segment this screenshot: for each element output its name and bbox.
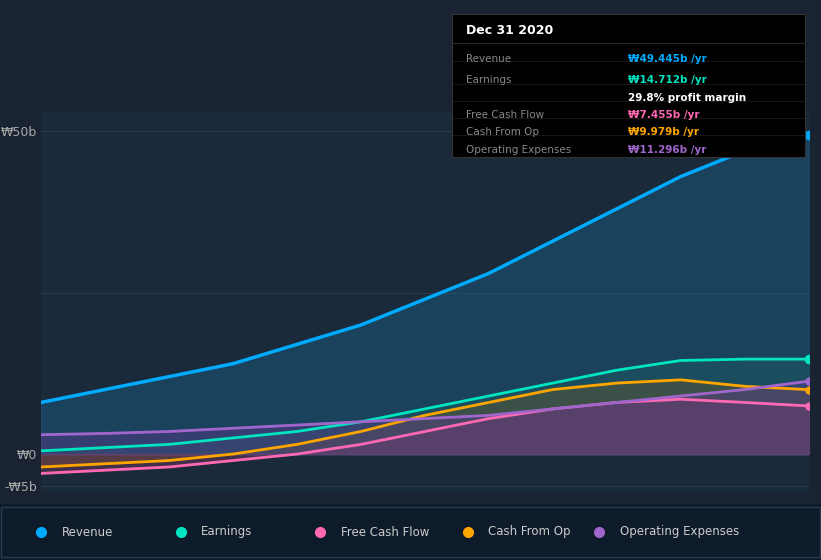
Text: Cash From Op: Cash From Op <box>488 525 571 539</box>
Text: Free Cash Flow: Free Cash Flow <box>341 525 429 539</box>
Text: ₩9.979b /yr: ₩9.979b /yr <box>628 127 699 137</box>
Text: 29.8% profit margin: 29.8% profit margin <box>628 92 746 102</box>
Text: Revenue: Revenue <box>62 525 113 539</box>
Text: ₩49.445b /yr: ₩49.445b /yr <box>628 54 707 64</box>
Text: Dec 31 2020: Dec 31 2020 <box>466 24 553 37</box>
Text: Operating Expenses: Operating Expenses <box>620 525 739 539</box>
Text: Cash From Op: Cash From Op <box>466 127 539 137</box>
Text: Operating Expenses: Operating Expenses <box>466 146 571 155</box>
Text: ₩14.712b /yr: ₩14.712b /yr <box>628 76 707 86</box>
Text: Revenue: Revenue <box>466 54 511 64</box>
Text: Free Cash Flow: Free Cash Flow <box>466 110 544 120</box>
Text: Earnings: Earnings <box>466 76 511 86</box>
Text: ₩7.455b /yr: ₩7.455b /yr <box>628 110 699 120</box>
Text: ₩11.296b /yr: ₩11.296b /yr <box>628 146 706 155</box>
Text: Earnings: Earnings <box>201 525 253 539</box>
